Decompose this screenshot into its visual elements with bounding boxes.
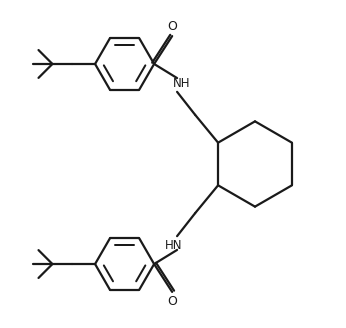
Text: NH: NH bbox=[173, 77, 191, 90]
Text: O: O bbox=[167, 295, 177, 308]
Text: HN: HN bbox=[164, 239, 182, 252]
Text: O: O bbox=[167, 20, 177, 33]
